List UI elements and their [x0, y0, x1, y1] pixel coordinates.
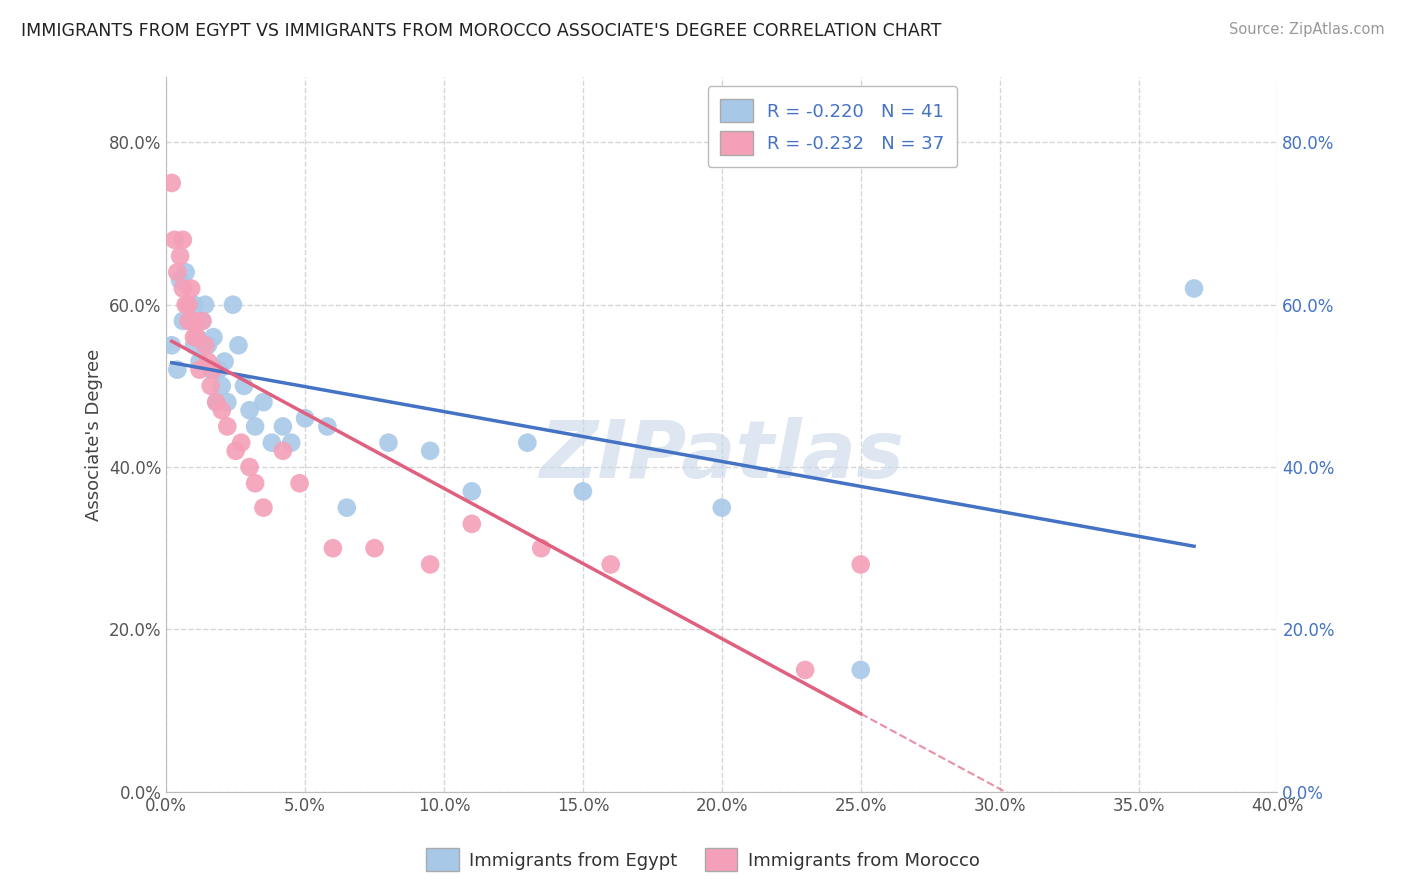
Point — [260, 435, 283, 450]
Point — [530, 541, 553, 556]
Point — [205, 395, 228, 409]
Text: IMMIGRANTS FROM EGYPT VS IMMIGRANTS FROM MOROCCO ASSOCIATE'S DEGREE CORRELATION : IMMIGRANTS FROM EGYPT VS IMMIGRANTS FROM… — [21, 22, 942, 40]
Point — [849, 558, 872, 572]
Point — [160, 338, 183, 352]
Point — [172, 314, 194, 328]
Point — [211, 403, 233, 417]
Point — [169, 273, 191, 287]
Legend: R = -0.220   N = 41, R = -0.232   N = 37: R = -0.220 N = 41, R = -0.232 N = 37 — [707, 87, 957, 167]
Point — [183, 330, 205, 344]
Point — [849, 663, 872, 677]
Point — [294, 411, 316, 425]
Point — [794, 663, 817, 677]
Point — [243, 476, 266, 491]
Point — [180, 314, 202, 328]
Point — [211, 379, 233, 393]
Point — [160, 176, 183, 190]
Point — [191, 314, 214, 328]
Point — [197, 338, 219, 352]
Point — [461, 484, 484, 499]
Point — [166, 265, 188, 279]
Point — [271, 419, 294, 434]
Text: Source: ZipAtlas.com: Source: ZipAtlas.com — [1229, 22, 1385, 37]
Point — [172, 281, 194, 295]
Point — [174, 265, 197, 279]
Point — [202, 330, 225, 344]
Point — [186, 330, 208, 344]
Point — [177, 298, 200, 312]
Point — [710, 500, 733, 515]
Point — [252, 500, 274, 515]
Point — [191, 314, 214, 328]
Point — [419, 443, 441, 458]
Point — [188, 354, 211, 368]
Point — [238, 460, 260, 475]
Point — [419, 558, 441, 572]
Point — [231, 435, 253, 450]
Point — [174, 298, 197, 312]
Point — [194, 298, 217, 312]
Y-axis label: Associate's Degree: Associate's Degree — [86, 349, 103, 521]
Point — [202, 362, 225, 376]
Point — [225, 443, 247, 458]
Point — [363, 541, 385, 556]
Point — [336, 500, 359, 515]
Point — [280, 435, 302, 450]
Point — [188, 362, 211, 376]
Point — [377, 435, 399, 450]
Point — [194, 338, 217, 352]
Point — [599, 558, 621, 572]
Point — [208, 362, 231, 376]
Point — [288, 476, 311, 491]
Point — [177, 314, 200, 328]
Point — [166, 362, 188, 376]
Point — [197, 354, 219, 368]
Point — [183, 338, 205, 352]
Point — [271, 443, 294, 458]
Point — [228, 338, 250, 352]
Point — [200, 362, 222, 376]
Point — [322, 541, 344, 556]
Point — [177, 298, 200, 312]
Point — [172, 233, 194, 247]
Point — [163, 233, 186, 247]
Point — [169, 249, 191, 263]
Point — [516, 435, 538, 450]
Point — [205, 395, 228, 409]
Point — [180, 281, 202, 295]
Point — [183, 298, 205, 312]
Text: ZIPatlas: ZIPatlas — [540, 417, 904, 495]
Point — [461, 516, 484, 531]
Point — [243, 419, 266, 434]
Point — [222, 298, 245, 312]
Point — [572, 484, 595, 499]
Point — [200, 379, 222, 393]
Point — [252, 395, 274, 409]
Legend: Immigrants from Egypt, Immigrants from Morocco: Immigrants from Egypt, Immigrants from M… — [419, 841, 987, 879]
Point — [217, 419, 239, 434]
Point — [183, 314, 205, 328]
Point — [214, 354, 236, 368]
Point — [217, 395, 239, 409]
Point — [186, 330, 208, 344]
Point — [238, 403, 260, 417]
Point — [233, 379, 256, 393]
Point — [1182, 281, 1205, 295]
Point — [316, 419, 339, 434]
